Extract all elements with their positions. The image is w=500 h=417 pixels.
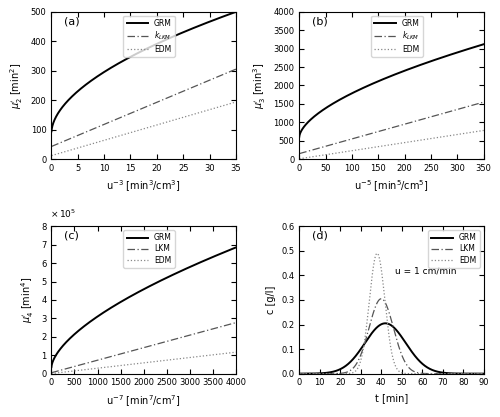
- X-axis label: u$^{-5}$ [min$^5$/cm$^5$]: u$^{-5}$ [min$^5$/cm$^5$]: [354, 178, 429, 194]
- Text: u = 1 cm/min: u = 1 cm/min: [395, 266, 456, 276]
- Text: (d): (d): [312, 231, 328, 241]
- Legend: GRM, LKM, EDM: GRM, LKM, EDM: [124, 230, 175, 268]
- Text: (c): (c): [64, 231, 79, 241]
- X-axis label: u$^{-3}$ [min$^3$/cm$^3$]: u$^{-3}$ [min$^3$/cm$^3$]: [106, 178, 181, 194]
- Y-axis label: $\mu_4^{\prime}$ [min$^4$]: $\mu_4^{\prime}$ [min$^4$]: [19, 277, 36, 323]
- Legend: GRM, LKM, EDM: GRM, LKM, EDM: [428, 230, 480, 268]
- Y-axis label: $\mu_3^{\prime}$ [min$^3$]: $\mu_3^{\prime}$ [min$^3$]: [251, 63, 268, 108]
- X-axis label: u$^{-7}$ [min$^7$/cm$^7$]: u$^{-7}$ [min$^7$/cm$^7$]: [106, 393, 181, 409]
- Text: $\times\,10^5$: $\times\,10^5$: [50, 208, 76, 221]
- Legend: GRM, $k_{LKM}$, EDM: GRM, $k_{LKM}$, EDM: [124, 16, 175, 57]
- Legend: GRM, $k_{LKM}$, EDM: GRM, $k_{LKM}$, EDM: [372, 16, 423, 57]
- Text: (b): (b): [312, 16, 328, 26]
- X-axis label: t [min]: t [min]: [375, 393, 408, 403]
- Y-axis label: $\mu_2^{\prime}$ [min$^2$]: $\mu_2^{\prime}$ [min$^2$]: [8, 63, 25, 108]
- Y-axis label: c [g/l]: c [g/l]: [266, 286, 276, 314]
- Text: (a): (a): [64, 16, 80, 26]
